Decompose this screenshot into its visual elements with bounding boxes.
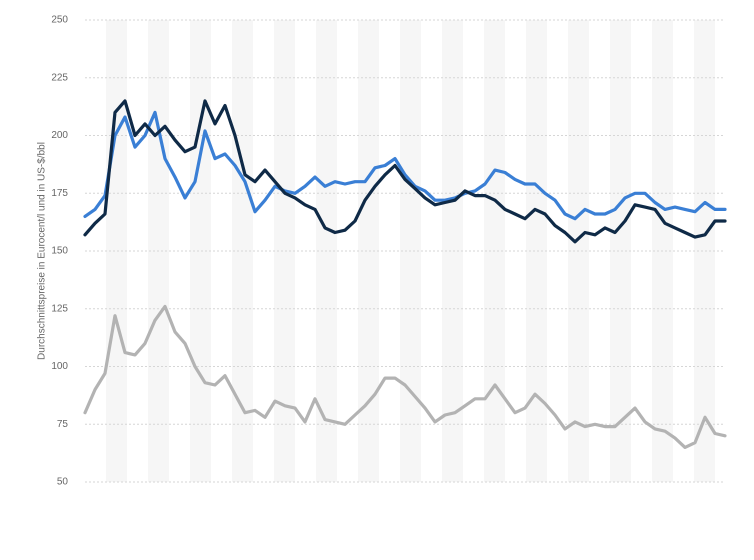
y-tick-label: 125 xyxy=(51,303,68,314)
line-series xyxy=(83,304,727,449)
y-tick-label: 75 xyxy=(57,419,69,430)
y-tick-label: 175 xyxy=(51,188,68,199)
line-series xyxy=(83,110,727,221)
y-tick-label: 50 xyxy=(57,477,69,488)
y-tick-label: 150 xyxy=(51,246,68,257)
y-tick-label: 225 xyxy=(51,72,68,83)
y-tick-label: 200 xyxy=(51,130,68,141)
y-tick-label: 100 xyxy=(51,361,68,372)
y-tick-label: 250 xyxy=(51,15,68,26)
line-series xyxy=(83,99,727,244)
y-axis-label: Durchschnittspreise in Eurocent/l und in… xyxy=(37,142,48,360)
